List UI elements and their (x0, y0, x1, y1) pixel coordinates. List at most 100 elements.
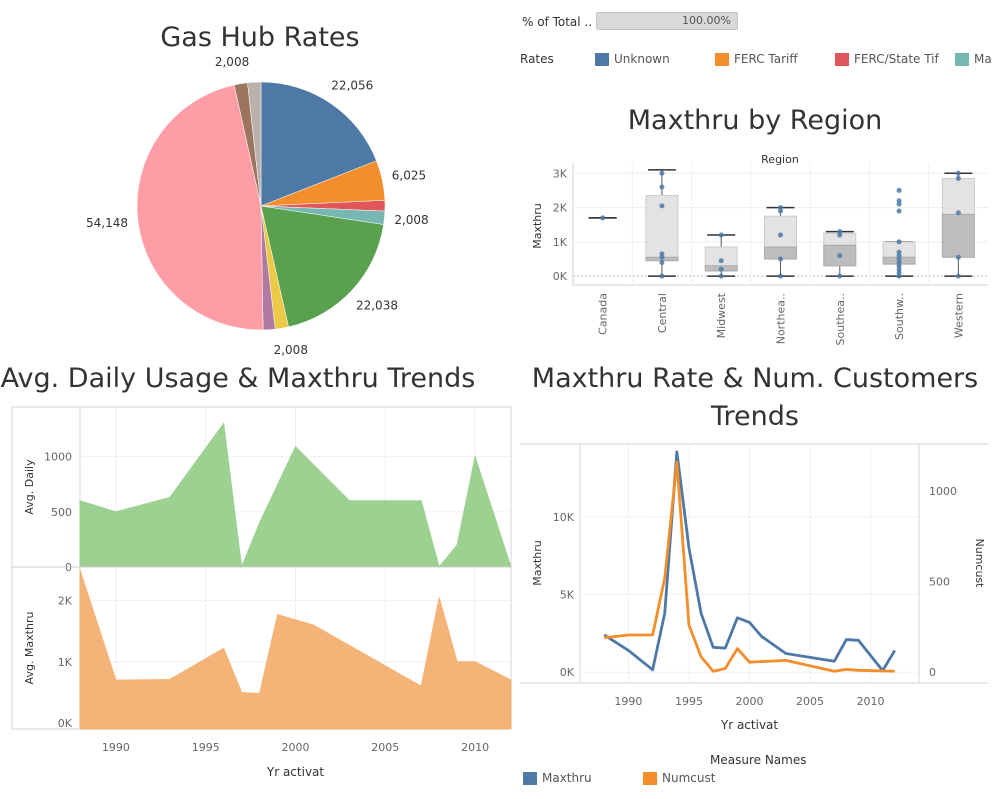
box-point (778, 273, 783, 279)
box-point (896, 198, 902, 204)
box-point (955, 273, 961, 279)
box-category-label: Northea.. (775, 293, 788, 344)
legend-item-ferc-tariff[interactable]: FERC Tariff (715, 52, 798, 66)
box-point (896, 273, 902, 279)
area-y-tick-label: 1K (58, 656, 73, 669)
line-x-axis-title: Yr activat (720, 718, 779, 732)
line-chart-title-line1: Maxthru Rate & Num. Customers (531, 363, 979, 394)
area-y-tick-label: 500 (51, 506, 72, 519)
pie-slice-label: 2,008 (394, 213, 428, 227)
legend-label: FERC Tariff (734, 52, 798, 66)
box-point (896, 201, 902, 207)
area-y-tick-label: 2K (58, 595, 73, 608)
area-chart-title: Avg. Daily Usage & Maxthru Trends (0, 363, 476, 394)
line-right-axis-title: Numcust (973, 539, 986, 589)
line-x-tick-label: 2010 (857, 695, 885, 708)
pie-slice (260, 81, 377, 207)
pie-slice-label: 6,025 (392, 169, 426, 183)
legend-swatch (595, 53, 609, 66)
line-x-tick-label: 2005 (796, 695, 824, 708)
area-x-tick-label: 1990 (102, 741, 130, 754)
area-x-tick-label: 2005 (371, 741, 399, 754)
legend-label: Ma (974, 52, 992, 66)
box-point (659, 254, 665, 260)
box-point (659, 184, 665, 190)
pie-slice-label: 2,008 (274, 343, 308, 357)
filter-slider[interactable]: 100.00% (596, 12, 738, 30)
box-point (896, 256, 902, 262)
line-left-axis-title: Maxthru (531, 540, 544, 586)
area-x-axis-title: Yr activat (266, 765, 325, 779)
legend-label: Unknown (614, 52, 670, 66)
legend-item-ferc-state[interactable]: FERC/State Tif (835, 52, 939, 66)
box-point (718, 266, 724, 272)
box-point (955, 175, 961, 181)
box-point (659, 170, 665, 176)
box-upper-hinge (764, 215, 797, 248)
measure-legend-title: Measure Names (710, 753, 807, 767)
box-point (600, 215, 606, 221)
box-point (955, 254, 961, 260)
box-point (955, 210, 961, 216)
area-y-axis-title: Avg. Maxthru (23, 612, 36, 685)
line-series-numcust (604, 460, 895, 673)
box-y-tick-label: 0K (553, 270, 568, 283)
line-x-tick-label: 1995 (675, 695, 703, 708)
box-point (896, 253, 902, 259)
area-series-fill (79, 569, 512, 730)
box-x-axis-title: Region (761, 153, 799, 166)
area-y-tick-label: 0K (58, 717, 73, 730)
pie-slice (260, 205, 384, 328)
line-chart-title-line2: Trends (711, 401, 799, 432)
area-y-tick-label: 1000 (44, 451, 72, 464)
box-point (955, 170, 961, 176)
box-category-label: Central (656, 293, 669, 333)
box-point (896, 270, 902, 276)
pie-slice-label: 54,148 (86, 216, 128, 230)
area-x-tick-label: 1995 (192, 741, 220, 754)
filter-label: % of Total .. (522, 15, 593, 29)
legend-item-maxthru[interactable]: Maxthru (523, 771, 592, 785)
legend-swatch (643, 772, 657, 785)
line-chart: 1990 1995 2000 2005 2010 0K 5K 10K 0 500 1000 Yr ac… (520, 443, 988, 732)
pie-slice-label: 22,056 (331, 78, 373, 92)
box-point (778, 256, 783, 262)
line-left-tick-label: 0K (560, 666, 575, 679)
box-y-tick-label: 1K (553, 236, 568, 249)
legend-label: FERC/State Tif (854, 52, 939, 66)
box-y-tick-label: 2K (553, 202, 568, 215)
area-x-tick-label: 2010 (461, 741, 489, 754)
pie-chart: 22,056 6,025 2,008 22,038 2,008 54,148 2,008 (86, 55, 429, 357)
box-category-label: Western (952, 293, 965, 338)
box-point (659, 203, 665, 209)
legend-item-more[interactable]: Ma (955, 52, 999, 66)
pie-slice (136, 84, 264, 331)
box-plot: Region Maxthru 0K 1K 2K 3K Canada Central Midwes… (531, 153, 988, 345)
box-category-label: Canada (597, 293, 610, 335)
box-upper-hinge (941, 177, 975, 215)
box-point (896, 239, 902, 245)
legend-item-numcust[interactable]: Numcust (643, 771, 715, 785)
legend-item-unknown[interactable]: Unknown (595, 52, 670, 66)
pie-slice-label: 22,038 (356, 298, 398, 312)
line-right-tick-label: 500 (929, 576, 950, 589)
line-right-tick-label: 0 (929, 666, 936, 679)
box-point (837, 273, 843, 279)
legend-swatch (955, 53, 969, 66)
pie-slice-label: 2,008 (215, 55, 249, 69)
box-point (896, 187, 902, 193)
legend-swatch (715, 53, 729, 66)
box-category-label: Midwest (715, 292, 728, 338)
legend-label: Maxthru (542, 771, 592, 785)
line-left-tick-label: 5K (560, 589, 575, 602)
box-category-label: Southea.. (834, 293, 847, 345)
box-point (718, 273, 724, 279)
area-y-axis-title: Avg. Daily (23, 459, 36, 515)
area-x-tick-label: 2000 (282, 741, 310, 754)
pie-slice (247, 81, 262, 207)
box-point (778, 208, 783, 214)
box-point (659, 251, 665, 257)
box-point (659, 273, 665, 279)
